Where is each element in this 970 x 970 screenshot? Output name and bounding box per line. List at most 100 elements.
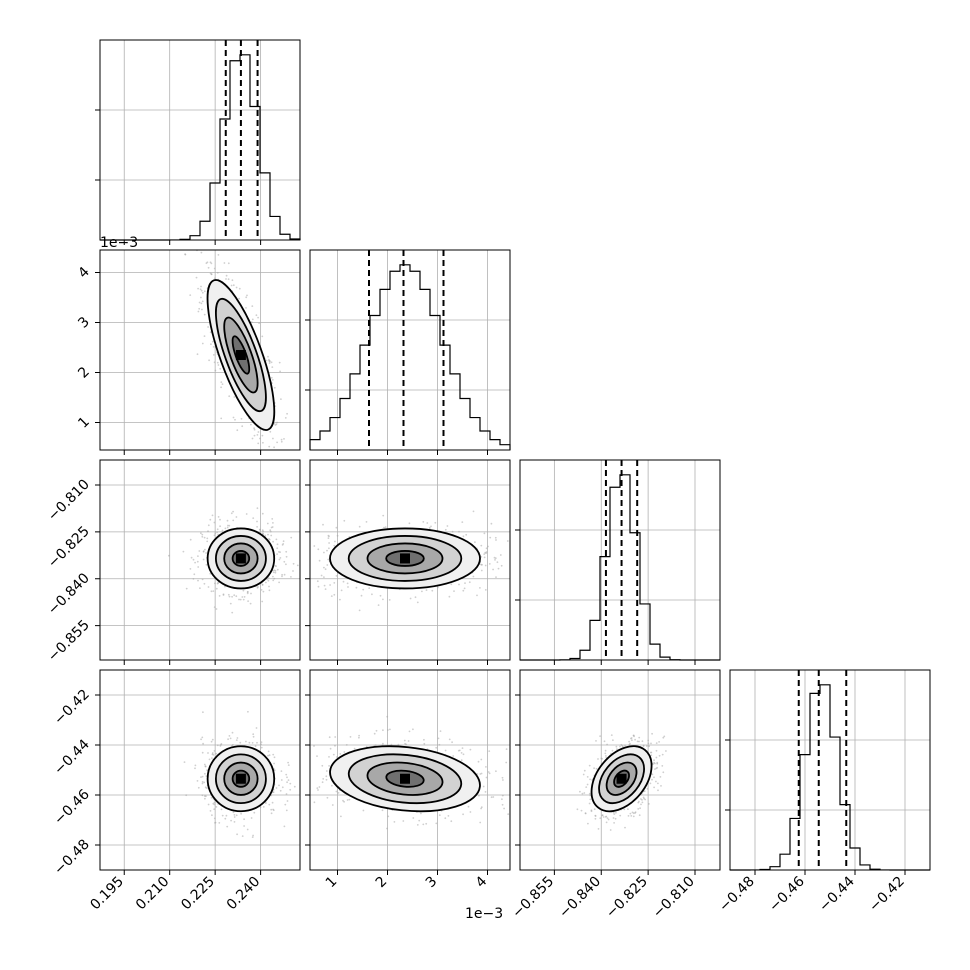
panel-frame-1-1 <box>309 249 511 451</box>
sample-point <box>253 428 256 431</box>
sample-point <box>418 819 421 822</box>
sample-point <box>214 369 217 372</box>
sample-point <box>267 533 269 536</box>
sample-point <box>259 437 261 440</box>
sample-point <box>285 773 288 776</box>
sample-point <box>213 817 216 820</box>
sample-point <box>201 781 204 783</box>
sample-point <box>474 541 476 543</box>
sample-point <box>641 740 644 743</box>
sample-point <box>272 540 274 543</box>
sample-point <box>313 545 316 547</box>
sample-point <box>408 730 411 733</box>
sample-point <box>225 814 228 817</box>
sample-point <box>647 742 650 745</box>
sample-point <box>201 342 204 345</box>
sample-point <box>256 434 259 436</box>
sample-point <box>648 745 650 748</box>
sample-point <box>206 769 209 772</box>
sample-point <box>245 740 247 743</box>
sample-point <box>207 586 210 588</box>
contour-1-0-3 <box>206 279 276 431</box>
sample-point <box>324 588 327 590</box>
sample-point <box>168 554 170 557</box>
sample-point <box>245 513 248 515</box>
sample-point <box>278 784 280 787</box>
sample-point <box>228 595 231 598</box>
contour-2-0-1 <box>223 542 259 575</box>
sample-point <box>495 539 497 541</box>
sample-point <box>267 579 270 582</box>
sample-point <box>262 806 265 808</box>
sample-point <box>241 835 244 837</box>
sample-point <box>246 592 249 595</box>
sample-point <box>247 710 249 713</box>
sample-point <box>271 366 274 368</box>
sample-point <box>278 558 281 561</box>
sample-point <box>599 817 602 820</box>
sample-point <box>405 743 408 746</box>
sample-point <box>226 519 229 522</box>
sample-point <box>467 805 470 808</box>
sample-point <box>287 779 290 781</box>
sample-point <box>323 566 325 569</box>
sample-point <box>240 417 243 420</box>
sample-point <box>638 800 640 803</box>
sample-point <box>273 386 276 389</box>
sample-point <box>655 742 658 744</box>
sample-point <box>290 536 293 539</box>
sample-point <box>662 736 665 739</box>
sample-point <box>254 745 257 747</box>
x-offset-text: 1e−3 <box>465 906 503 922</box>
sample-point <box>586 776 589 778</box>
sample-point <box>212 346 215 348</box>
sample-point <box>250 321 253 324</box>
sample-point <box>202 711 204 714</box>
sample-point <box>611 749 614 752</box>
sample-point <box>434 521 437 524</box>
panel-2-2 <box>515 459 721 665</box>
sample-point <box>203 781 206 784</box>
sample-point <box>252 517 255 519</box>
sample-point <box>661 753 664 756</box>
sample-point <box>273 762 275 765</box>
sample-point <box>207 266 210 269</box>
sample-point <box>207 530 209 533</box>
sample-point <box>641 799 643 801</box>
sample-point <box>589 798 592 801</box>
sample-point <box>229 602 232 605</box>
sample-point <box>192 558 195 561</box>
sample-point <box>239 741 242 744</box>
sample-point <box>286 776 288 779</box>
sample-point <box>201 308 203 311</box>
sample-point <box>438 743 441 746</box>
sample-point <box>214 532 217 535</box>
sample-point <box>281 573 283 576</box>
sample-point <box>353 747 356 750</box>
panel-frame-2-1 <box>309 459 511 661</box>
sample-point <box>272 575 274 578</box>
panel-frame-2-2 <box>519 459 721 661</box>
sample-point <box>584 812 587 815</box>
sample-point <box>207 326 210 328</box>
sample-point <box>273 446 275 449</box>
sample-point <box>202 558 205 561</box>
sample-point <box>327 537 330 539</box>
sample-point <box>196 780 199 782</box>
sample-point <box>458 749 461 752</box>
sample-point <box>604 752 607 755</box>
sample-point <box>261 583 264 586</box>
sample-point <box>484 564 487 567</box>
sample-point <box>604 749 607 752</box>
sample-point <box>390 743 393 746</box>
sample-point <box>185 794 188 797</box>
sample-point <box>634 812 636 814</box>
sample-point <box>201 794 204 797</box>
sample-point <box>480 806 483 809</box>
sample-point <box>209 272 212 275</box>
sample-point <box>335 790 338 793</box>
sample-point <box>209 261 212 264</box>
sample-point <box>280 779 283 781</box>
sample-point <box>393 821 396 823</box>
